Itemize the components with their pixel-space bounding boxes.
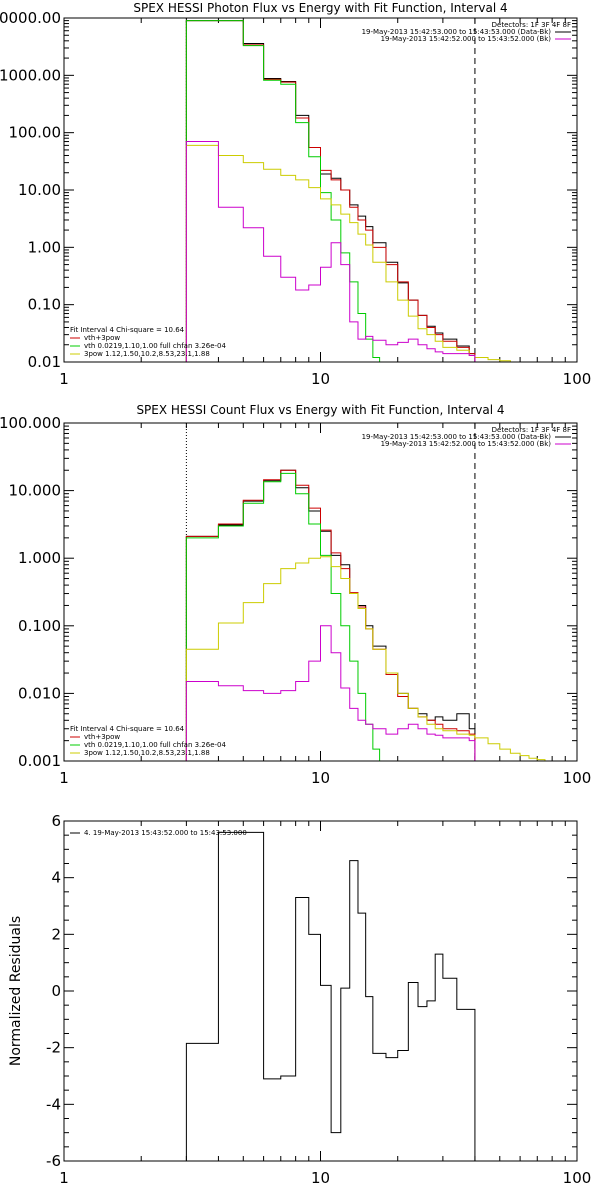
y-tick-label: -6 [46,1152,61,1170]
y-tick-label: 10.000 [9,482,62,500]
y-tick-label: 0.01 [28,353,61,371]
legend-header: Fit Interval 4 Chi-square = 10.64 [70,725,185,733]
series-line-4 [185,625,476,761]
x-tick-label: 10 [311,370,330,388]
series-line-3 [185,144,511,362]
series-line-1 [185,20,476,362]
y-tick-label: 0.100 [18,617,61,635]
plot-frame [63,820,578,1162]
y-tick-label: 1.000 [18,549,61,567]
y-tick-label: 100.000 [0,414,61,432]
y-tick-label: 0.010 [18,684,61,702]
plot-frame [63,17,578,363]
x-tick-label: 10 [311,1169,330,1187]
chart-title: SPEX HESSI Photon Flux vs Energy with Fi… [133,1,507,15]
legend-entry: 19-May-2013 15:42:52.000 to 15:43:52.000… [381,440,552,448]
legend-entry: 3pow 1.12,1.50,10.2,8.53,23.1,1.88 [84,749,210,757]
y-tick-label: 6 [51,812,61,830]
x-tick-label: 100 [563,769,592,787]
y-tick-label: 100.00 [9,124,62,142]
y-tick-label: 10.00 [18,181,61,199]
legend-entry: 19-May-2013 15:42:53.000 to 15:43:53.000… [362,433,552,441]
series-line-0 [185,469,476,761]
y-tick-label: 0 [51,982,61,1000]
legend-header: Detectors: 1F 3F 4F 8F [492,426,571,434]
y-tick-label: 1000.00 [0,66,61,84]
legend-entry: vth 0.0219,1.10,1.00 full chfan 3.26e-04 [84,342,226,350]
chart-title: SPEX HESSI Count Flux vs Energy with Fit… [136,403,504,417]
y-tick-label: 0.10 [28,296,61,314]
y-tick-label: 2 [51,925,61,943]
series-line-4 [185,141,476,362]
residuals-panel: Normalized Residuals 1 10 100 -6 -4 -2 0 2 4 6 4. 1… [8,812,591,1187]
legend-entry: 19-May-2013 15:42:52.000 to 15:43:52.000… [381,35,552,43]
x-tick-label: 100 [563,370,592,388]
legend-entry: 4. 19-May-2013 15:43:52.000 to 15:43:53.… [84,829,247,837]
y-tick-label: -2 [46,1039,61,1057]
series-group [185,469,546,761]
photon-flux-panel: SPEX HESSI Photon Flux vs Energy with Fi… [0,1,591,388]
y-tick-label: 10000.00 [0,9,61,27]
legend-entry: vth 0.0219,1.10,1.00 full chfan 3.26e-04 [84,741,226,749]
y-tick-label: 4 [51,869,61,887]
x-tick-label: 10 [311,769,330,787]
x-tick-label: 1 [59,370,69,388]
y-tick-label: -4 [46,1095,61,1113]
legend-entry: vth+3pow [84,733,120,741]
series-line-0 [185,831,476,1161]
legend-entry: 19-May-2013 15:42:53.000 to 15:43:53.000… [362,28,552,36]
x-tick-label: 1 [59,769,69,787]
series-group [185,20,511,362]
y-tick-label: 1.00 [28,238,61,256]
legend-entry: vth+3pow [84,334,120,342]
series-group [185,831,476,1161]
series-line-0 [185,20,476,362]
legend-entry: 3pow 1.12,1.50,10.2,8.53,23.1,1.88 [84,350,210,358]
y-axis-label: Normalized Residuals [8,916,24,1066]
series-line-3 [185,556,546,761]
count-flux-panel: SPEX HESSI Count Flux vs Energy with Fit… [0,403,591,787]
y-tick-label: 0.001 [18,752,61,770]
series-line-2 [185,472,381,761]
series-line-1 [185,469,476,761]
legend-header: Detectors: 1F 3F 4F 8F [492,21,571,29]
plot-frame [63,422,578,762]
series-line-2 [185,20,381,362]
legend-header: Fit Interval 4 Chi-square = 10.64 [70,326,185,334]
x-tick-label: 1 [59,1169,69,1187]
x-tick-label: 100 [563,1169,592,1187]
